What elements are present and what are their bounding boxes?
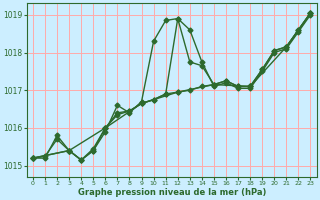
X-axis label: Graphe pression niveau de la mer (hPa): Graphe pression niveau de la mer (hPa) — [77, 188, 266, 197]
